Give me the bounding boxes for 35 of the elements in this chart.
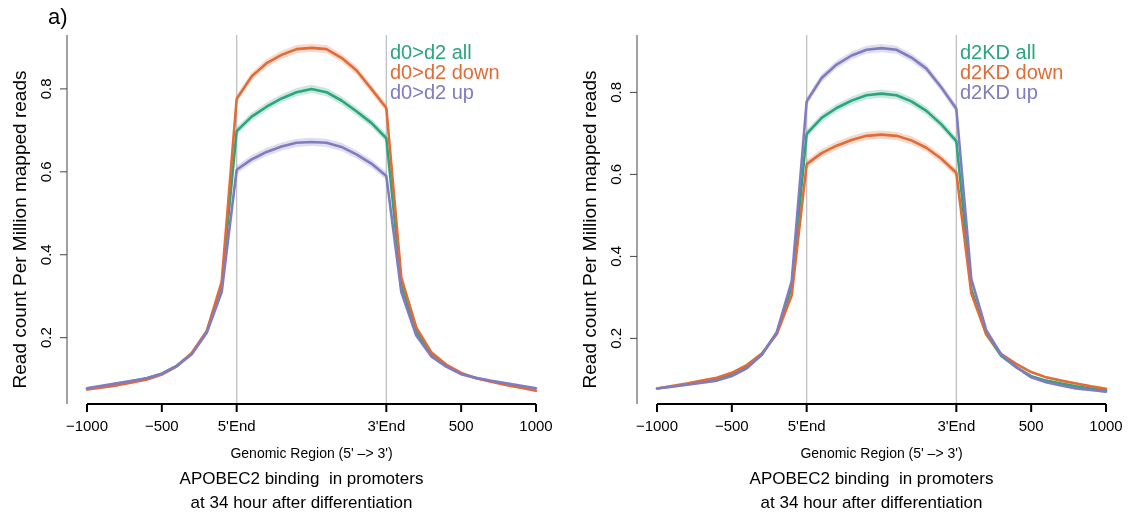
y-tick-label: 0.4 [607,245,624,267]
x-tick-label: −1000 [635,417,679,434]
x-tick-label: 3'End [937,417,976,434]
text: APOBEC2 binding in promoters [179,469,424,488]
y-tick-label: 0.6 [37,161,54,183]
x-tick-label: −500 [714,417,749,434]
text: APOBEC2 binding in promoters [749,469,994,488]
x-tick-label: −500 [144,417,179,434]
y-tick-label: 0.8 [37,78,54,100]
x-tick-label: 500 [448,417,474,434]
x-tick-label: −1000 [65,417,109,434]
text: d2KD all [960,41,1036,63]
x-tick-label: 1000 [519,417,553,434]
text: d0>d2 all [390,41,472,63]
chart-title: a) [48,4,68,29]
y-tick-label: 0.4 [37,244,54,266]
x-tick-label: 500 [1018,417,1044,434]
y-axis-title: Read count Per Million mapped reads [9,70,30,389]
x-axis-title: Genomic Region (5' –> 3') [230,445,393,461]
text: at 34 hour after differentiation [190,493,413,512]
y-axis-title: Read count Per Million mapped reads [579,70,600,389]
x-tick-label: 5'End [217,417,256,434]
y-tick-label: 0.8 [607,81,624,103]
x-axis-title: Genomic Region (5' –> 3') [800,445,963,461]
x-tick-label: 3'End [367,417,406,434]
y-tick-label: 0.6 [607,163,624,185]
text: d0>d2 up [390,81,474,103]
y-tick-label: 0.2 [607,327,624,349]
series-label: d2KD up [960,81,1038,103]
y-tick-label: 0.2 [37,327,54,349]
x-tick-label: 1000 [1089,417,1123,434]
series-label: d0>d2 down [390,61,500,83]
x-tick-label: 5'End [787,417,826,434]
text: at 34 hour after differentiation [760,493,983,512]
text: d2KD down [960,61,1064,83]
